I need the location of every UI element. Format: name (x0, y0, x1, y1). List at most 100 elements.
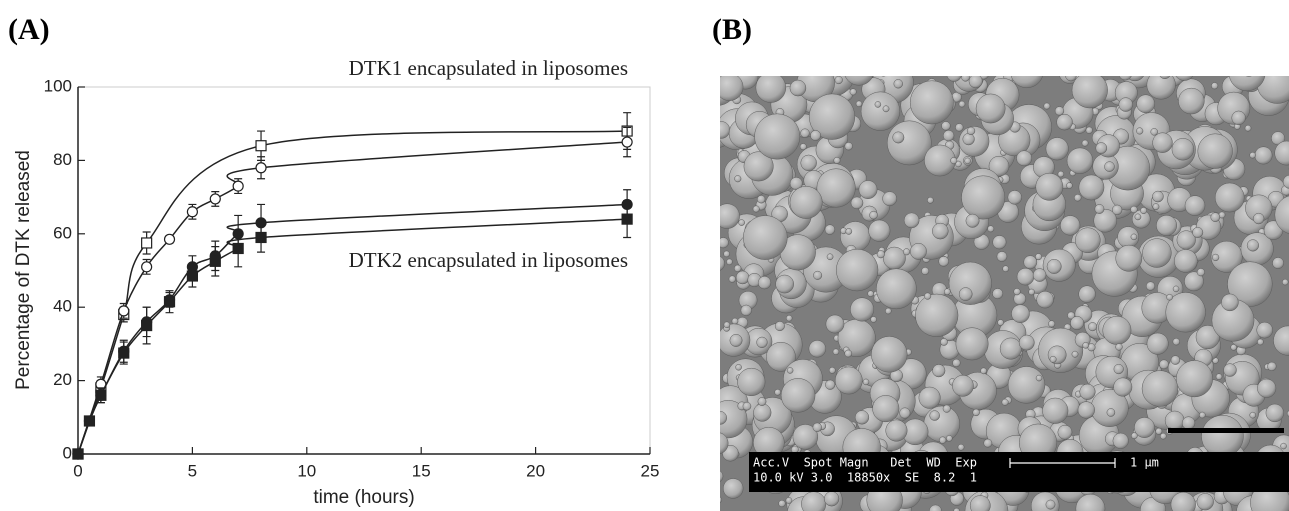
sphere (1088, 68, 1095, 75)
sphere (1134, 213, 1142, 221)
sphere (1146, 332, 1169, 355)
sphere (1045, 499, 1056, 510)
sphere (1172, 285, 1180, 293)
series-line (77, 203, 628, 455)
sphere (1081, 139, 1089, 147)
sphere (755, 76, 787, 103)
sphere (1112, 432, 1129, 449)
sphere (932, 364, 946, 378)
sphere (1057, 424, 1073, 440)
sphere (1001, 398, 1009, 406)
sphere (1035, 172, 1064, 201)
sphere (734, 175, 742, 183)
sphere (964, 157, 971, 165)
sphere (1265, 403, 1284, 423)
sphere (955, 160, 962, 168)
sphere (939, 436, 947, 444)
sphere (940, 338, 948, 346)
sphere (789, 186, 823, 219)
sphere (834, 76, 843, 85)
sphere (1066, 147, 1094, 174)
sphere (813, 270, 823, 280)
sphere (740, 304, 752, 317)
sphere (731, 317, 739, 325)
sphere (952, 358, 961, 368)
sphere (892, 131, 905, 144)
sphere (1164, 410, 1185, 431)
sphere (1174, 249, 1198, 273)
sphere (1018, 334, 1035, 351)
sphere (872, 395, 900, 423)
sphere (955, 327, 989, 361)
sphere (1118, 97, 1133, 112)
data-point (255, 231, 267, 244)
sphere (850, 196, 864, 210)
sphere (757, 276, 772, 290)
sphere (1192, 226, 1204, 238)
data-point (255, 162, 267, 174)
sphere (992, 235, 1007, 250)
sphere (961, 175, 1006, 220)
sphere (1210, 212, 1221, 222)
sphere (1016, 150, 1033, 167)
sphere (1049, 355, 1057, 363)
sphere (1032, 268, 1047, 282)
sphere (1267, 361, 1277, 372)
sphere (1011, 304, 1030, 323)
sphere (918, 386, 941, 409)
sphere (799, 143, 807, 151)
panel-label: (A) (8, 13, 50, 46)
sphere (742, 401, 752, 411)
x-tick-label: 25 (641, 461, 660, 480)
sphere (942, 404, 951, 413)
sphere (903, 212, 920, 229)
sphere (720, 203, 740, 229)
sphere (1199, 411, 1206, 419)
sphere (1211, 82, 1219, 90)
sphere (867, 290, 874, 297)
sphere (938, 256, 949, 267)
sphere (844, 349, 853, 358)
sphere (743, 151, 774, 182)
sphere (1184, 271, 1204, 292)
sphere (1035, 374, 1043, 382)
sphere (1178, 87, 1205, 115)
sphere (1231, 110, 1246, 126)
sphere (1171, 138, 1195, 161)
sphere (1249, 151, 1256, 159)
sphere (903, 248, 911, 256)
sphere (952, 374, 974, 397)
sphere (1280, 442, 1287, 450)
sphere (923, 405, 961, 443)
sphere (1085, 126, 1093, 134)
data-point (163, 296, 176, 308)
series-line (77, 141, 628, 455)
sphere (966, 126, 976, 136)
sphere (1170, 355, 1181, 365)
sphere (910, 243, 927, 260)
sphere (928, 504, 942, 511)
sphere (1246, 239, 1259, 252)
sphere (1210, 240, 1243, 273)
sphere (1159, 359, 1169, 370)
sphere (1172, 337, 1180, 346)
sphere (1136, 94, 1155, 114)
sphere (874, 101, 882, 108)
sphere (720, 470, 724, 483)
sphere (1035, 253, 1042, 261)
sphere (915, 293, 959, 337)
sphere (1282, 174, 1289, 189)
sphere (1156, 214, 1177, 236)
sphere (870, 316, 877, 323)
info-bar (749, 452, 1289, 492)
sphere (1274, 195, 1289, 234)
sphere (723, 321, 731, 329)
sphere (1165, 292, 1206, 333)
sphere (1257, 338, 1264, 346)
sphere (1211, 253, 1220, 262)
sphere (868, 219, 891, 242)
sphere (810, 130, 821, 141)
sphere (1082, 342, 1089, 349)
